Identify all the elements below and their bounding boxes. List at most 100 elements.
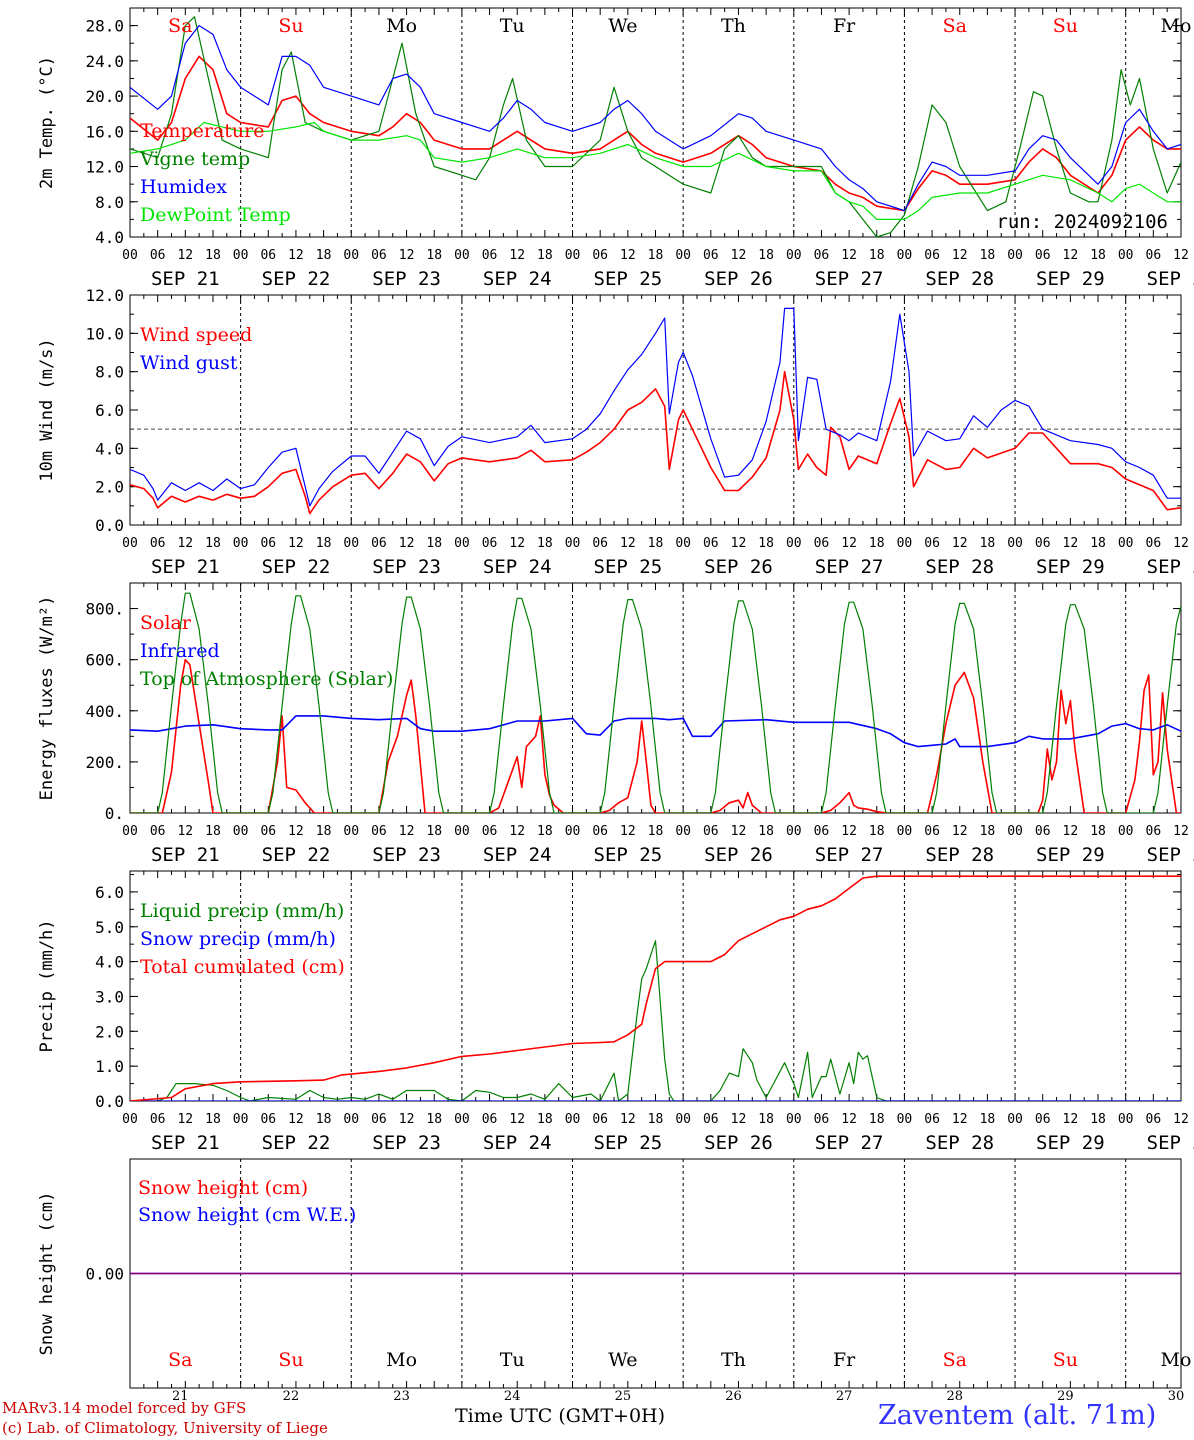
x-hour-label: 06 [592,824,608,839]
x-hour-label: 12 [1173,536,1189,551]
y-tick-label: 600. [85,651,124,670]
y-tick-label: 5.0 [95,918,124,937]
day-number-label: 24 [504,1389,521,1404]
day-number-label: 27 [836,1389,853,1404]
x-date-label: SEP 30 [1147,1132,1194,1154]
x-hour-label: 00 [675,536,691,551]
series-line-dewpoint-temp [130,121,1181,220]
x-hour-label: 12 [509,248,525,263]
day-of-week-label: Sa [168,15,192,37]
x-hour-label: 18 [1090,1112,1106,1127]
y-tick-label: 4.0 [95,228,124,247]
y-tick-label: 1.0 [95,1057,124,1076]
day-of-week-label: Fr [833,15,856,37]
day-of-week-label: Sa [943,1349,967,1371]
x-hour-label: 00 [454,824,470,839]
x-date-label: SEP 23 [372,844,441,866]
day-number-label: 29 [1057,1389,1074,1404]
x-hour-label: 12 [288,248,304,263]
x-hour-label: 12 [399,248,415,263]
x-hour-label: 00 [786,248,802,263]
x-hour-label: 06 [1146,536,1162,551]
x-hour-label: 12 [288,1112,304,1127]
y-axis-label: 2m Temp. (°C) [37,56,57,189]
x-hour-label: 06 [703,1112,719,1127]
day-of-week-label: Fr [833,1349,856,1371]
x-hour-label: 12 [841,1112,857,1127]
x-hour-label: 00 [1118,536,1134,551]
x-hour-label: 00 [122,1112,138,1127]
x-hour-label: 06 [371,536,387,551]
x-hour-label: 00 [122,536,138,551]
legend-entry: Snow height (cm W.E.) [138,1204,356,1226]
x-hour-label: 00 [233,248,249,263]
x-hour-label: 12 [841,248,857,263]
panel-1 [129,7,1182,238]
x-hour-label: 18 [426,536,442,551]
x-hour-label: 12 [952,824,968,839]
y-tick-label: 28.0 [85,17,124,36]
x-date-label: SEP 24 [483,844,552,866]
x-axis-label: Time UTC (GMT+0H) [455,1405,666,1427]
x-date-label: SEP 24 [483,268,552,290]
x-hour-label: 12 [952,248,968,263]
y-tick-label: 0.0 [95,516,124,535]
x-hour-label: 12 [731,536,747,551]
x-hour-label: 18 [648,536,664,551]
day-of-week-label: Sa [943,15,967,37]
legend-entry: Wind speed [140,324,252,346]
x-hour-label: 06 [150,824,166,839]
x-date-label: SEP 22 [262,556,331,578]
x-hour-label: 06 [703,248,719,263]
x-hour-label: 06 [924,248,940,263]
x-hour-label: 06 [592,248,608,263]
y-tick-label: 0.00 [85,1265,124,1284]
day-of-week-label: Mo [386,15,417,37]
x-hour-label: 06 [1035,248,1051,263]
x-hour-label: 12 [1063,536,1079,551]
y-tick-label: 3.0 [95,987,124,1006]
x-hour-label: 06 [924,536,940,551]
x-hour-label: 06 [150,1112,166,1127]
x-hour-label: 18 [316,1112,332,1127]
x-hour-label: 12 [509,824,525,839]
x-date-label: SEP 30 [1147,268,1194,290]
x-hour-label: 18 [869,248,885,263]
x-hour-label: 12 [620,536,636,551]
day-of-week-label: Su [278,15,303,37]
x-date-label: SEP 27 [815,556,884,578]
y-tick-label: 24.0 [85,52,124,71]
y-tick-label: 2.0 [95,1022,124,1041]
x-hour-label: 06 [1146,1112,1162,1127]
model-credit: MARv3.14 model forced by GFS [2,1399,247,1417]
x-hour-label: 18 [316,248,332,263]
x-hour-label: 12 [1063,248,1079,263]
x-date-label: SEP 25 [594,268,663,290]
day-of-week-label: We [608,1349,637,1371]
x-hour-label: 12 [1063,824,1079,839]
x-hour-label: 18 [648,1112,664,1127]
x-hour-label: 00 [454,1112,470,1127]
x-hour-label: 12 [288,824,304,839]
x-hour-label: 06 [371,1112,387,1127]
x-date-label: SEP 23 [372,1132,441,1154]
x-hour-label: 18 [980,1112,996,1127]
x-hour-label: 06 [371,248,387,263]
x-hour-label: 06 [592,536,608,551]
x-date-label: SEP 29 [1036,1132,1105,1154]
x-hour-label: 00 [1118,248,1134,263]
x-date-label: SEP 27 [815,844,884,866]
legend-entry: Infrared [140,640,220,662]
x-hour-label: 12 [620,1112,636,1127]
x-date-label: SEP 26 [704,1132,773,1154]
x-hour-label: 12 [1173,248,1189,263]
panel-4 [129,870,1182,1102]
x-hour-label: 06 [260,536,276,551]
x-hour-label: 12 [1063,1112,1079,1127]
x-hour-label: 00 [1007,1112,1023,1127]
run-label: run: 2024092106 [996,211,1168,233]
x-date-label: SEP 30 [1147,556,1194,578]
x-hour-label: 00 [897,1112,913,1127]
day-of-week-label: Th [721,15,746,37]
x-date-label: SEP 23 [372,268,441,290]
